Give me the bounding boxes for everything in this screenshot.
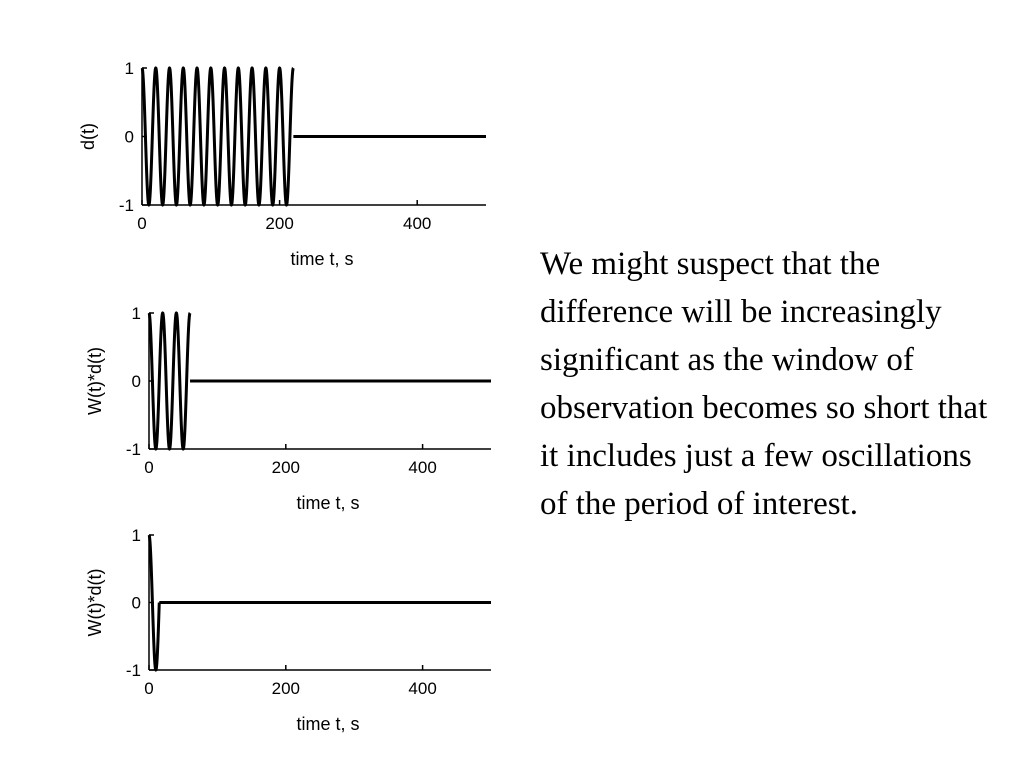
y-tick-label: 0 bbox=[132, 372, 141, 391]
x-tick-label: 0 bbox=[137, 214, 146, 233]
y-tick-label: 0 bbox=[125, 128, 134, 147]
y-tick-label: -1 bbox=[126, 661, 141, 680]
x-tick-label: 200 bbox=[272, 458, 300, 477]
x-axis-label: time t, s bbox=[296, 714, 359, 734]
y-axis-label: d(t) bbox=[78, 123, 98, 150]
signal-oscillation-line bbox=[147, 311, 192, 451]
x-axis-label: time t, s bbox=[296, 493, 359, 513]
y-axis-label: W(t)*d(t) bbox=[85, 569, 105, 637]
x-tick-label: 400 bbox=[408, 458, 436, 477]
x-axis-label: time t, s bbox=[290, 249, 353, 269]
y-tick-label: 1 bbox=[125, 59, 134, 78]
x-tick-label: 400 bbox=[403, 214, 431, 233]
y-tick-label: 1 bbox=[132, 304, 141, 323]
signal-oscillation-line bbox=[140, 66, 295, 207]
y-tick-label: -1 bbox=[119, 196, 134, 215]
x-tick-label: 200 bbox=[272, 679, 300, 698]
y-tick-label: 1 bbox=[132, 526, 141, 545]
y-tick-label: -1 bbox=[126, 440, 141, 459]
y-tick-label: 0 bbox=[132, 594, 141, 613]
signal-oscillation-line bbox=[147, 533, 161, 672]
x-tick-label: 0 bbox=[144, 679, 153, 698]
x-tick-label: 200 bbox=[265, 214, 293, 233]
explanatory-paragraph: We might suspect that the difference wil… bbox=[540, 246, 988, 522]
x-tick-label: 400 bbox=[408, 679, 436, 698]
y-axis-label: W(t)*d(t) bbox=[85, 347, 105, 415]
x-tick-label: 0 bbox=[144, 458, 153, 477]
